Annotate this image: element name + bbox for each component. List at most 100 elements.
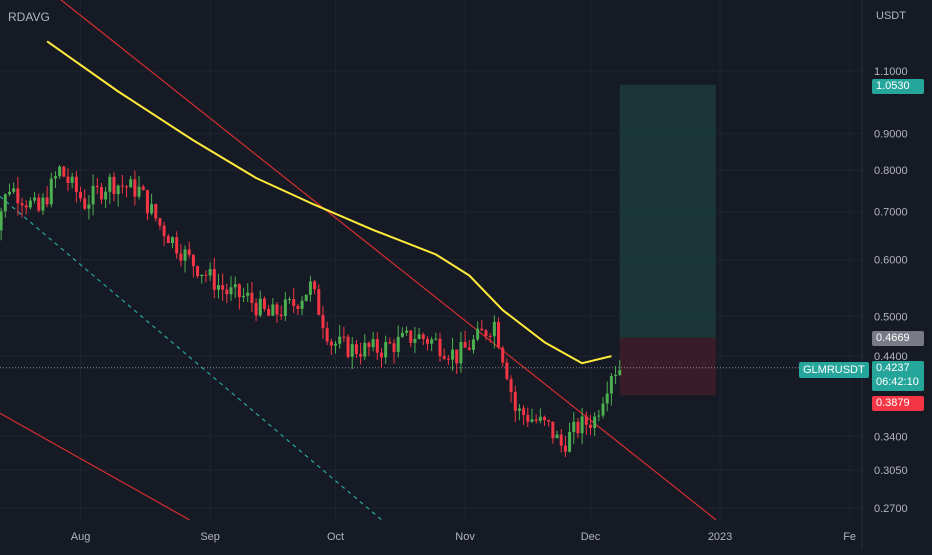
candle-down	[325, 328, 329, 342]
candle-down	[158, 218, 162, 226]
candle-up	[7, 191, 11, 195]
candle-up	[58, 166, 62, 177]
candle-up	[49, 178, 53, 205]
candle-up	[0, 211, 3, 231]
candle-up	[308, 281, 312, 295]
candle-up	[70, 176, 74, 183]
currency-label: USDT	[876, 10, 906, 22]
candle-down	[505, 362, 509, 380]
candle-up	[33, 197, 37, 201]
candle-up	[538, 416, 542, 421]
candle-down	[329, 341, 333, 346]
candle-down	[467, 347, 471, 350]
candle-down	[133, 179, 137, 197]
dashed-channel-line	[0, 195, 382, 521]
candle-down	[141, 186, 145, 191]
candle-up	[91, 185, 95, 205]
candle-down	[83, 198, 87, 209]
stop-zone	[619, 337, 716, 396]
candle-up	[170, 237, 174, 244]
candle-up	[555, 434, 559, 439]
candle-up	[572, 421, 576, 433]
candle-up	[618, 370, 622, 375]
candle-up	[338, 336, 342, 344]
candle-down	[62, 166, 66, 177]
candle-up	[434, 338, 438, 340]
candle-up	[614, 374, 618, 377]
x-tick-label: Fe	[843, 531, 856, 543]
x-tick-label: Oct	[327, 531, 344, 543]
candle-down	[551, 421, 555, 439]
candle-down	[262, 298, 266, 309]
candle-down	[425, 339, 429, 344]
candle-down	[375, 339, 379, 353]
candle-down	[509, 379, 513, 393]
candle-down	[342, 336, 346, 338]
candle-down	[313, 281, 317, 290]
candle-down	[125, 186, 129, 188]
candle-up	[41, 197, 45, 211]
candle-up	[129, 179, 133, 188]
candle-up	[288, 299, 292, 301]
y-tick-label: 0.8000	[874, 165, 908, 177]
candle-down	[526, 415, 530, 422]
candle-up	[3, 194, 7, 212]
candle-down	[166, 236, 170, 244]
candle-up	[242, 295, 246, 298]
candle-down	[296, 305, 300, 309]
moving-average-line	[46, 40, 612, 365]
candle-down	[175, 237, 179, 254]
candle-down	[346, 336, 350, 357]
candle-down	[317, 289, 321, 315]
candle-up	[150, 204, 154, 214]
y-tick-label: 0.4400	[874, 351, 908, 363]
candle-down	[250, 292, 254, 304]
candle-down	[497, 321, 501, 348]
candle-down	[547, 420, 551, 422]
candle-up	[568, 432, 572, 452]
candle-up	[459, 342, 463, 364]
x-tick-label: Nov	[455, 531, 475, 543]
candle-down	[95, 185, 99, 188]
candle-down	[359, 353, 363, 357]
candle-down	[204, 274, 208, 276]
candle-down	[275, 304, 279, 315]
candle-up	[593, 416, 597, 428]
candle-down	[112, 176, 116, 195]
candle-down	[179, 253, 183, 261]
target-price-badge: 1.0530	[872, 79, 924, 94]
candle-up	[216, 285, 220, 290]
candle-down	[576, 421, 580, 434]
candle-up	[258, 298, 262, 316]
candle-down	[74, 176, 78, 193]
candle-down	[563, 445, 567, 452]
candle-down	[292, 299, 296, 306]
candle-up	[451, 349, 455, 360]
candle-up	[363, 342, 367, 357]
candle-down	[584, 416, 588, 425]
candle-down	[421, 334, 425, 340]
candle-up	[283, 299, 287, 317]
candle-down	[254, 303, 258, 316]
candle-up	[471, 339, 475, 350]
candle-up	[417, 334, 421, 339]
candle-up	[597, 415, 601, 417]
candle-down	[501, 347, 505, 363]
candle-down	[221, 285, 225, 290]
candle-down	[488, 336, 492, 338]
x-tick-label: 2023	[708, 531, 732, 543]
candle-down	[225, 289, 229, 295]
candle-down	[120, 185, 124, 187]
candle-down	[66, 176, 70, 183]
candle-down	[191, 254, 195, 267]
candle-down	[392, 343, 396, 352]
candle-up	[229, 287, 233, 295]
candle-up	[530, 419, 534, 422]
candle-up	[183, 249, 187, 261]
candle-down	[37, 197, 41, 211]
candle-up	[492, 321, 496, 337]
candle-down	[187, 249, 191, 255]
candle-down	[543, 416, 547, 421]
